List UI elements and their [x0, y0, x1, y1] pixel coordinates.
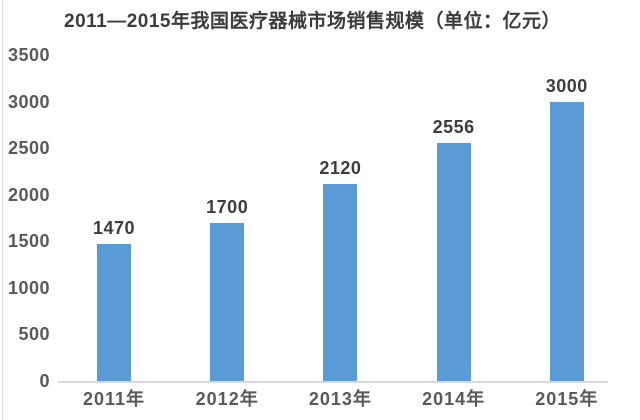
y-axis-tick-label: 500 [18, 324, 50, 345]
x-axis-tick-label: 2011年 [82, 389, 146, 409]
bar-value-label: 1700 [206, 196, 249, 217]
x-axis-tick-label: 2012年 [195, 389, 259, 409]
bar-value-label: 1470 [92, 218, 136, 239]
bar-2011年 [97, 244, 131, 381]
bar-2013年 [323, 183, 358, 381]
bar-2014年 [436, 142, 471, 381]
y-axis-tick-label: 1500 [7, 231, 50, 252]
x-axis-tick-label: 2014年 [422, 389, 486, 409]
bar-2015年 [549, 101, 584, 381]
x-axis-tick-label: 2015年 [535, 389, 599, 409]
x-axis-line [58, 381, 608, 383]
bar-2012年 [210, 222, 245, 381]
bar-value-label: 2120 [319, 157, 362, 178]
y-axis-tick-label: 3500 [7, 45, 50, 65]
y-axis-tick-label: 2000 [7, 184, 50, 205]
x-axis-tick-label: 2013年 [308, 389, 372, 409]
y-axis-tick-label: 1000 [7, 277, 50, 298]
y-axis-tick-label: 0 [39, 371, 50, 391]
bar-value-label: 3000 [545, 75, 588, 96]
chart-title: 2011—2015年我国医疗器械市场销售规模（单位：亿元） [64, 11, 561, 32]
bar-value-label: 2556 [432, 116, 475, 137]
y-axis-tick-label: 2500 [7, 138, 50, 159]
left-edge-divider [2, 0, 3, 420]
y-axis-tick-label: 3000 [7, 91, 50, 112]
